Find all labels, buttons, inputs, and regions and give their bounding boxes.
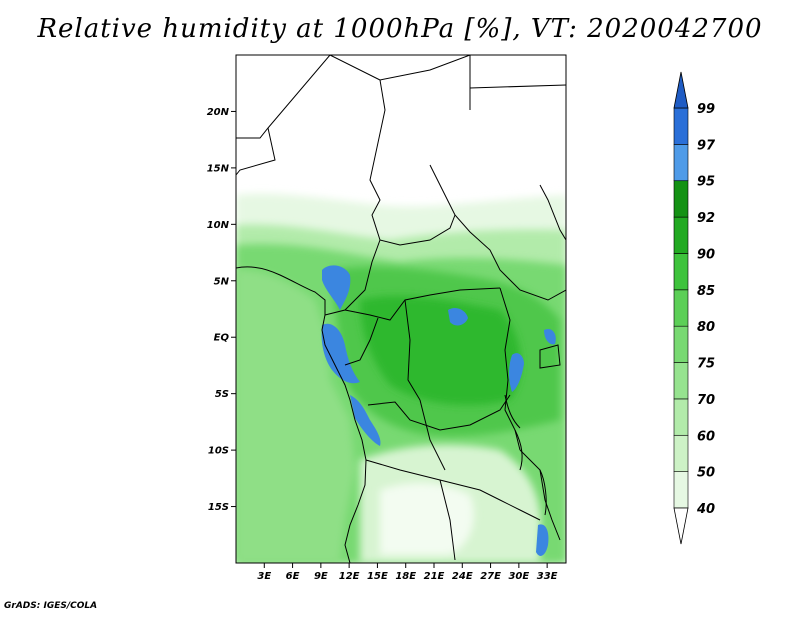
- latitude-axis: 20N 15N 10N 5N EQ 5S 10S 15S: [207, 107, 236, 513]
- colorbar-label: 95: [697, 175, 715, 190]
- colorbar-label: 70: [697, 393, 715, 408]
- lat-tick-label: EQ: [214, 333, 230, 344]
- lon-tick-label: 3E: [257, 571, 271, 582]
- colorbar-label: 80: [697, 320, 715, 335]
- colorbar-lower-arrow: [673, 507, 689, 545]
- colorbar-label: 75: [697, 357, 715, 372]
- lon-tick-label: 6E: [286, 571, 300, 582]
- lat-tick-label: 5N: [214, 276, 230, 287]
- lon-tick-label: 33E: [537, 571, 558, 582]
- lon-tick-label: 24E: [452, 571, 473, 582]
- lon-tick-label: 9E: [314, 571, 328, 582]
- colorbar-segment: [673, 107, 689, 145]
- longitude-axis: 3E 6E 9E 12E 15E 18E 21E 24E 27E 30E 33E: [257, 563, 558, 582]
- colorbar-segment: [673, 362, 689, 400]
- colorbar-segment: [673, 325, 689, 363]
- lon-tick-label: 27E: [480, 571, 501, 582]
- lon-tick-label: 30E: [508, 571, 529, 582]
- lat-tick-label: 15S: [208, 502, 229, 513]
- colorbar-label: 60: [697, 429, 715, 444]
- colorbar-segment: [673, 180, 689, 218]
- lat-tick-label: 10N: [207, 220, 230, 231]
- colorbar-segment: [673, 144, 689, 182]
- colorbar-label: 97: [697, 138, 716, 153]
- colorbar-label: 85: [697, 284, 715, 299]
- lat-tick-label: 5S: [215, 389, 229, 400]
- colorbar-label: 99: [697, 102, 715, 117]
- lon-tick-label: 18E: [395, 571, 416, 582]
- lat-tick-label: 15N: [207, 163, 230, 174]
- lon-tick-label: 21E: [424, 571, 445, 582]
- colorbar-label: 50: [697, 466, 715, 481]
- colorbar-label: 90: [697, 247, 715, 262]
- colorbar-segment: [673, 398, 689, 436]
- lat-tick-label: 10S: [208, 446, 229, 457]
- colorbar-segment: [673, 253, 689, 291]
- colorbar-segment: [673, 216, 689, 254]
- lat-tick-label: 20N: [207, 107, 230, 118]
- map-frame: [235, 54, 567, 564]
- colorbar: 40 50 60 70 75 80 85 90 92 95 97 99: [673, 71, 716, 545]
- lon-tick-label: 15E: [367, 571, 388, 582]
- credit-label: GrADS: IGES/COLA: [4, 601, 98, 611]
- colorbar-label: 40: [696, 502, 715, 517]
- colorbar-segment: [673, 471, 689, 509]
- country-borders: [236, 55, 566, 563]
- lon-tick-label: 12E: [339, 571, 360, 582]
- colorbar-segment: [673, 289, 689, 327]
- humidity-field: [236, 55, 566, 563]
- colorbar-segment: [673, 434, 689, 472]
- colorbar-upper-arrow: [673, 71, 689, 109]
- chart-title: Relative humidity at 1000hPa [%], VT: 20…: [37, 14, 763, 44]
- colorbar-label: 92: [697, 211, 715, 226]
